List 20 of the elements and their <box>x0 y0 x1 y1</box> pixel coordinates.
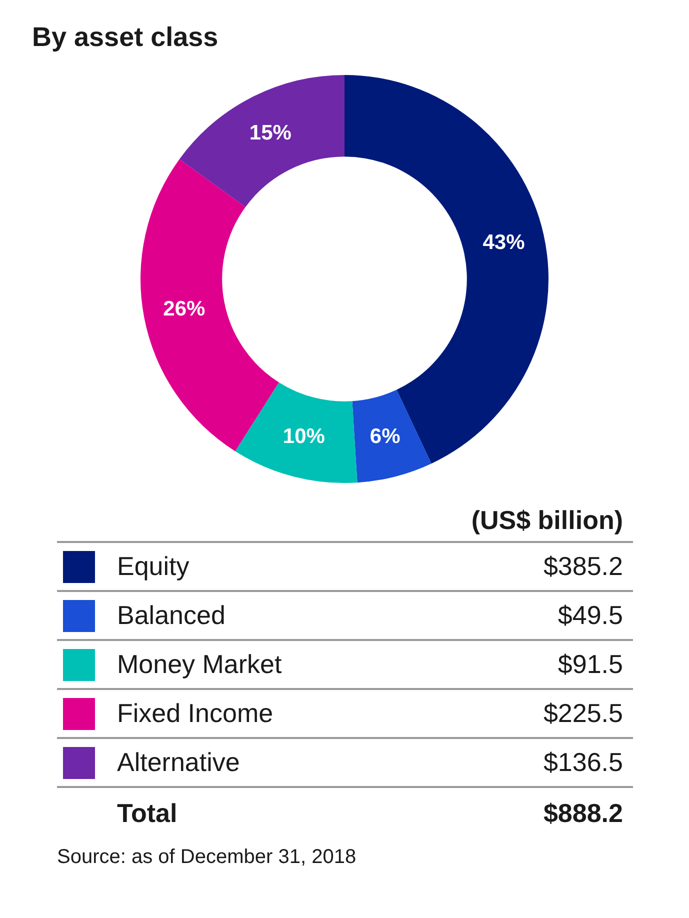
text: (US$ billion) <box>470 505 624 537</box>
data-label: 26% <box>163 297 206 320</box>
chart-title: By asset class <box>32 22 218 53</box>
legend-label: Money Market <box>117 649 283 680</box>
legend-label: Balanced <box>117 600 226 631</box>
legend-label: Fixed Income <box>117 698 274 729</box>
text: $136.5 <box>543 747 624 778</box>
data-label: 43% <box>482 231 526 254</box>
legend-label: Alternative <box>117 747 241 778</box>
data-label: 10% <box>282 424 326 448</box>
text: Total <box>116 798 178 828</box>
data-label: 6% <box>370 424 401 448</box>
text: $385.2 <box>543 551 624 582</box>
source-note: Source: as of December 31, 2018 <box>57 846 358 869</box>
data-label: 15% <box>249 121 292 144</box>
text: $49.5 <box>558 600 624 631</box>
legend-label: Equity <box>117 551 190 582</box>
text: $888.2 <box>543 798 624 828</box>
text: $91.5 <box>558 649 624 680</box>
text: $225.5 <box>543 698 624 729</box>
